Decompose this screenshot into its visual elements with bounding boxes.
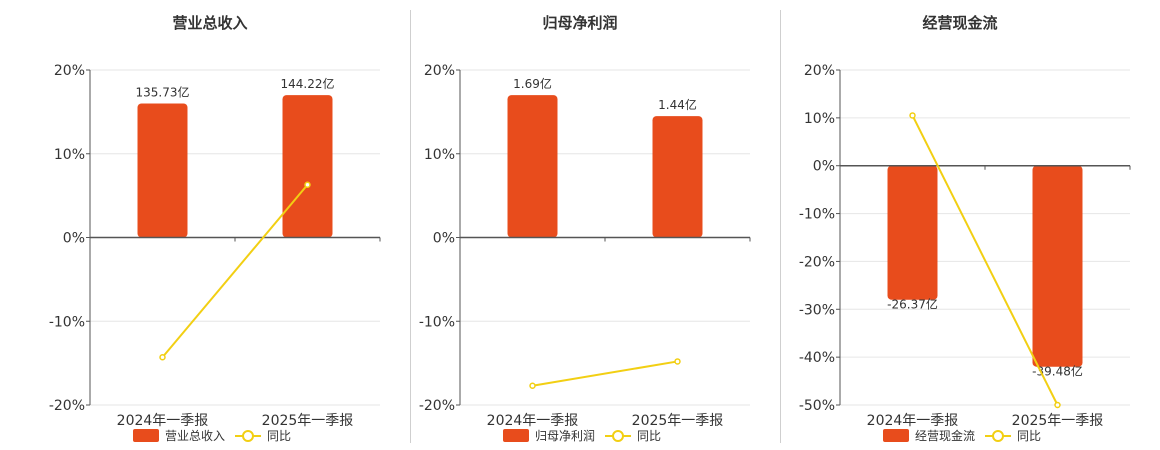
bar [652, 116, 703, 238]
y-tick-label: 20% [424, 63, 455, 79]
x-tick-label: 2024年一季报 [487, 413, 579, 429]
x-tick-label: 2024年一季报 [867, 413, 959, 429]
x-tick-label: 2025年一季报 [632, 413, 724, 429]
y-tick-label: 20% [804, 63, 835, 79]
panel-divider [410, 10, 411, 443]
legend-bar-swatch [503, 429, 529, 442]
x-tick-label: 2025年一季报 [1012, 413, 1104, 429]
y-tick-label: 0% [813, 159, 835, 175]
bar-value-label: 135.73亿 [136, 85, 190, 100]
legend-line-marker [992, 430, 1004, 442]
bar-value-label: -26.37亿 [887, 297, 938, 312]
bar [1032, 165, 1083, 367]
y-tick-label: -40% [799, 350, 835, 366]
chart-panel-2: 归母净利润 20% 10% 0% -10% -20% 1.69亿 1.44亿 2024年一季报 2… [419, 14, 751, 443]
legend-line-marker [242, 430, 254, 442]
yoy-line [161, 184, 309, 358]
legend-line-label: 同比 [267, 429, 291, 443]
y-tick-label: 10% [424, 147, 455, 163]
legend-bar-label: 归母净利润 [535, 429, 595, 443]
yoy-point [674, 358, 681, 365]
y-tick-label: -50% [799, 398, 835, 414]
y-tick-label: -20% [49, 398, 85, 414]
yoy-point [1054, 401, 1061, 409]
x-tick-label: 2025年一季报 [262, 413, 354, 429]
chart-title: 经营现金流 [922, 14, 997, 32]
y-tick-label: 20% [54, 63, 85, 79]
panel-divider [780, 10, 781, 443]
chart-panel-1: 营业总收入 20% 10% 0% -10% -20% 135.73亿 144.22亿 2024年… [49, 14, 381, 443]
legend-line-marker [612, 430, 624, 442]
x-tick-label: 2024年一季报 [117, 413, 209, 429]
y-tick-label: -20% [419, 398, 455, 414]
bar [507, 95, 558, 238]
bar [282, 95, 333, 238]
y-tick-label: -20% [799, 254, 835, 270]
legend-line-label: 同比 [637, 429, 661, 443]
y-tick-label: 10% [804, 111, 835, 127]
chart-title: 营业总收入 [172, 14, 247, 32]
yoy-line [532, 360, 678, 387]
legend-bar-swatch [883, 429, 909, 442]
yoy-point [909, 112, 916, 119]
bar-value-label: 144.22亿 [281, 76, 335, 91]
y-tick-label: 0% [63, 231, 85, 247]
chart-panel-3: 经营现金流 20% 10% 0% -10% -20% -30% -40% -50% -26.37亿… [799, 14, 1131, 443]
bar-value-label: 1.44亿 [658, 97, 697, 112]
bar [137, 103, 188, 238]
y-tick-label: -10% [419, 314, 455, 330]
legend-line-label: 同比 [1017, 429, 1041, 443]
yoy-point [159, 354, 166, 361]
yoy-line [911, 115, 1059, 406]
bar-value-label: 1.69亿 [513, 76, 552, 91]
y-tick-label: -10% [49, 314, 85, 330]
yoy-point [304, 181, 311, 188]
yoy-point [529, 382, 536, 389]
bar [887, 165, 938, 300]
bar-value-label: -39.48亿 [1032, 364, 1083, 379]
chart-title: 归母净利润 [542, 14, 617, 32]
y-tick-label: -10% [799, 207, 835, 223]
y-tick-label: 0% [433, 231, 455, 247]
y-tick-label: 10% [54, 147, 85, 163]
legend-bar-swatch [133, 429, 159, 442]
legend-bar-label: 营业总收入 [165, 429, 225, 443]
legend-bar-label: 经营现金流 [915, 428, 975, 443]
y-tick-label: -30% [799, 302, 835, 318]
